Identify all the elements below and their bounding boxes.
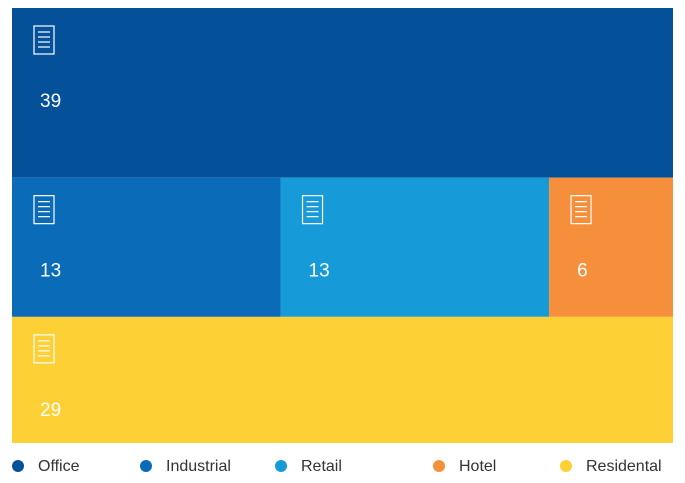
- icon: [301, 195, 324, 225]
- treemap-cell: [280, 177, 550, 317]
- icon: [33, 195, 55, 225]
- icon: [33, 334, 55, 364]
- legend-marker: [275, 460, 287, 472]
- legend-marker: [433, 460, 445, 472]
- legend-label: Office: [38, 458, 80, 475]
- icon-outline: [33, 195, 55, 225]
- value-label: 6: [577, 261, 588, 282]
- icon: [33, 25, 55, 55]
- legend-marker: [140, 460, 152, 472]
- legend-label: Hotel: [459, 458, 496, 475]
- treemap-cell: [12, 8, 673, 178]
- legend-marker: [12, 460, 24, 472]
- value-label: 39: [40, 91, 61, 112]
- legend-label: Residental: [586, 458, 662, 475]
- treemap-cell: [549, 177, 673, 317]
- icon-outline: [33, 334, 55, 364]
- treemap-cell: [12, 316, 673, 443]
- icon-outline: [33, 25, 55, 55]
- icon-outline: [570, 195, 592, 225]
- legend-label: Industrial: [166, 458, 231, 475]
- treemap-cell: [12, 177, 281, 317]
- icon-outline: [301, 195, 324, 225]
- value-label: 13: [309, 261, 330, 282]
- legend-marker: [560, 460, 572, 472]
- value-label: 13: [40, 261, 61, 282]
- legend-label: Retail: [301, 458, 342, 475]
- value-label: 29: [40, 400, 61, 421]
- icon: [570, 195, 592, 225]
